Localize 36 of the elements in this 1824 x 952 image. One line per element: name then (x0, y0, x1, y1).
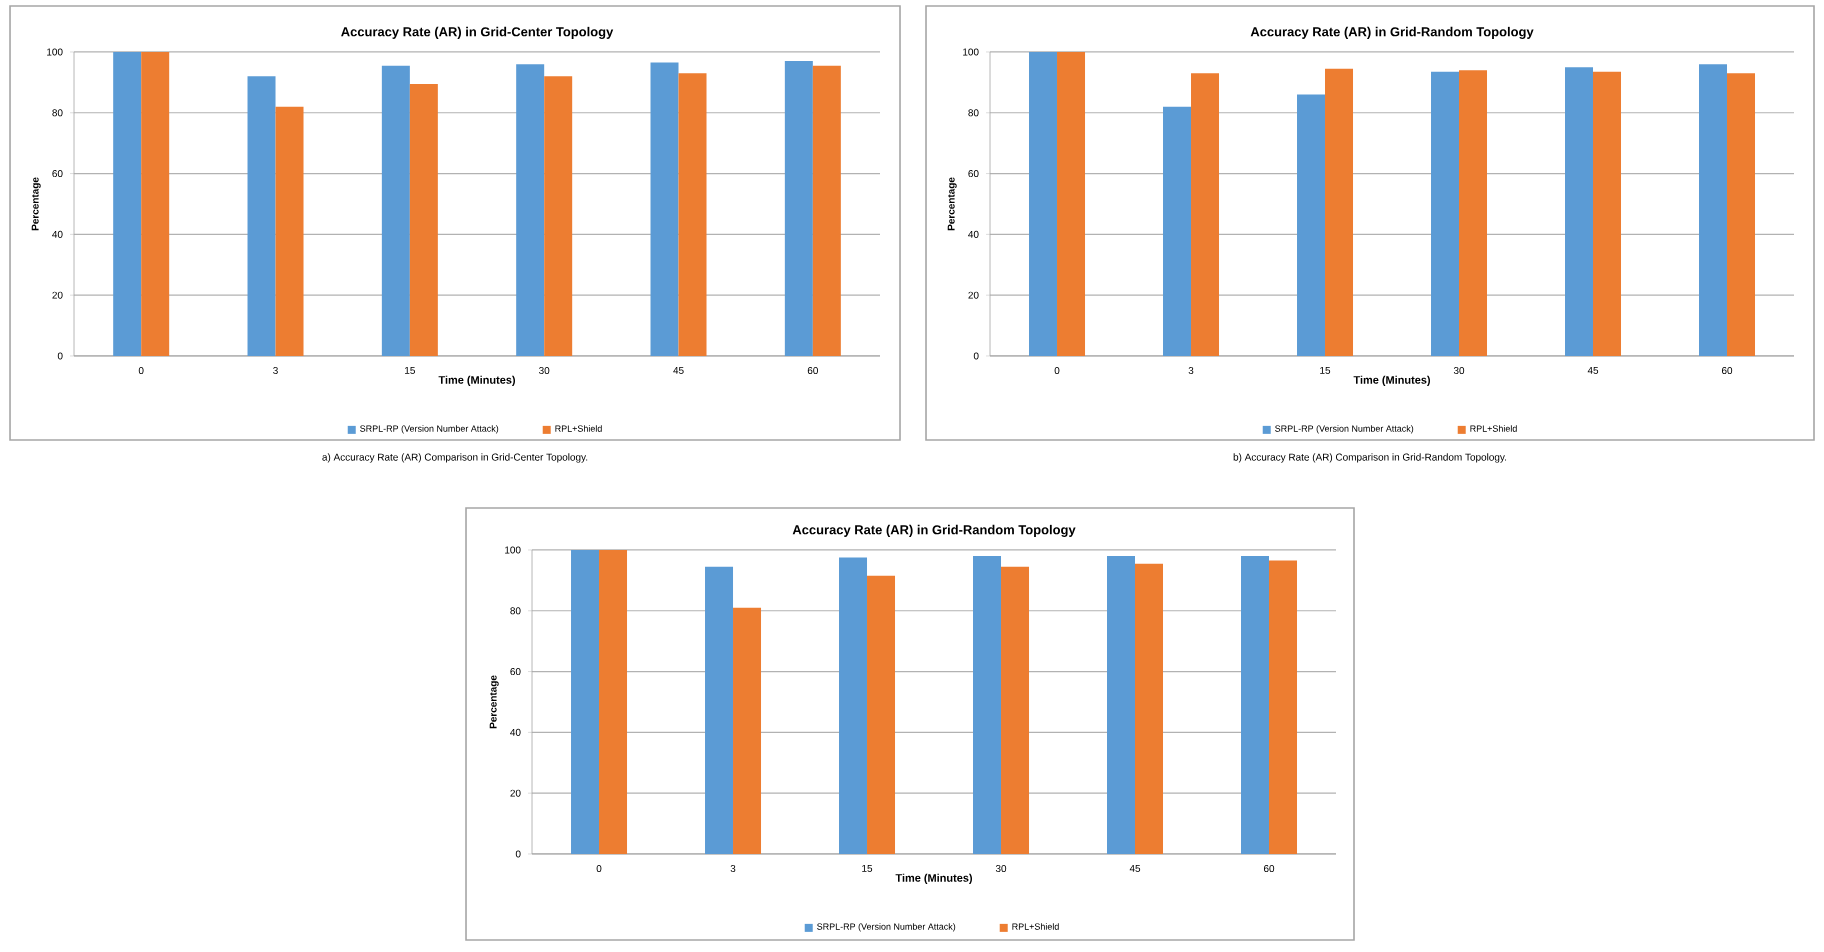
bar (1297, 94, 1326, 356)
bar (678, 73, 707, 356)
bar (1241, 556, 1270, 854)
bar (839, 557, 868, 854)
bar (1325, 68, 1354, 356)
bar (1107, 556, 1136, 854)
bar (599, 549, 628, 854)
bar (705, 566, 734, 854)
bar (1163, 106, 1192, 356)
bar (1269, 560, 1298, 854)
bar (973, 556, 1002, 854)
bar (1593, 71, 1622, 356)
bar (409, 83, 438, 356)
bar (1431, 71, 1460, 356)
bar (113, 51, 142, 356)
bar (275, 106, 304, 356)
bar (1565, 67, 1594, 356)
bar (1727, 73, 1756, 356)
bar (650, 62, 679, 356)
bar (1191, 73, 1220, 356)
bar (1135, 563, 1164, 854)
bar (1459, 70, 1488, 356)
bar (516, 64, 545, 356)
bar (867, 575, 896, 854)
bar (733, 607, 762, 854)
bar (812, 65, 841, 356)
bar (1699, 64, 1728, 356)
bar (571, 549, 600, 854)
bar (381, 65, 410, 356)
bar (1001, 566, 1030, 854)
bar (1029, 51, 1058, 356)
bar (141, 51, 170, 356)
bar (1057, 51, 1086, 356)
bar (784, 61, 813, 356)
bar (247, 76, 276, 356)
bar (544, 76, 573, 356)
